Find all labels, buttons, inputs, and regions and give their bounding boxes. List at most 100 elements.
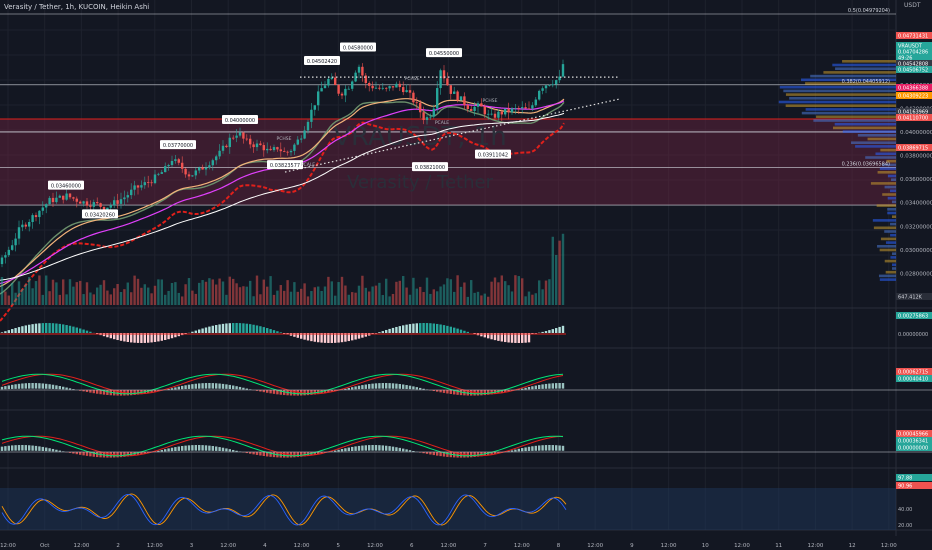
volume-profile-bar — [873, 226, 896, 230]
macd1-hist-bar — [330, 333, 333, 343]
volume-profile-bar — [880, 237, 896, 241]
volume-bar — [238, 287, 242, 305]
volume-bar — [7, 295, 10, 305]
macd2-hist-bar — [221, 383, 225, 389]
volume-bar — [493, 277, 497, 305]
time-tick-label: 5 — [337, 543, 341, 549]
macd1-hist-bar — [262, 327, 265, 333]
volume-bar — [167, 290, 170, 305]
candle-body — [429, 116, 432, 118]
macd1-hist-bar — [500, 333, 503, 342]
macd2-hist-bar — [487, 390, 490, 395]
candle-body — [510, 108, 514, 113]
macd3-hist-bar — [259, 452, 262, 456]
macd1-hist-bar — [102, 333, 106, 337]
macd1-hist-bar — [38, 323, 41, 333]
macd3-hist-bar — [361, 445, 364, 451]
macd3-hist-bar — [249, 452, 252, 454]
macd2-hist-bar — [191, 384, 194, 389]
price-annotation-label: 0.03823577 — [270, 163, 300, 169]
candle-body — [4, 255, 7, 258]
candle-body — [92, 202, 95, 207]
macd3-hist-bar — [517, 448, 520, 452]
macd1-hist-bar — [517, 333, 520, 343]
candle-body — [119, 199, 123, 204]
price-axis-tag-label: 0.04704286 — [898, 50, 928, 56]
price-tick-label: 0.03200000 — [900, 224, 932, 230]
volume-bar — [259, 294, 262, 305]
time-tick-label: 4 — [263, 543, 267, 549]
macd2-hist-bar — [82, 390, 85, 392]
candle-body — [228, 137, 231, 148]
candle-body — [303, 130, 306, 139]
volume-profile-bar — [801, 78, 896, 82]
volume-bar — [130, 292, 133, 305]
volume-bar — [283, 290, 286, 305]
candle-body — [249, 138, 252, 145]
candle-body — [75, 198, 78, 202]
volume-bar — [541, 289, 544, 305]
volume-bar — [317, 286, 320, 305]
macd3-hist-bar — [92, 452, 95, 457]
macd1-hist-bar — [21, 326, 24, 333]
volume-bar — [425, 277, 429, 305]
volume-bar — [0, 276, 4, 305]
price-tick-label: 0.03800000 — [900, 154, 932, 160]
candle-body — [259, 143, 262, 146]
macd3-hist-bar — [252, 452, 255, 455]
macd1-hist-bar — [334, 333, 337, 343]
macd3-hist-bar — [170, 447, 174, 452]
rsi-band — [0, 488, 896, 530]
volume-profile-bar — [785, 104, 896, 107]
candle-body — [555, 80, 558, 85]
pivot-label: PCALE — [301, 162, 315, 168]
macd3-hist-bar — [490, 452, 493, 455]
volume-bar — [279, 285, 282, 305]
macd1-hist-bar — [432, 323, 435, 333]
macd1-hist-bar — [354, 333, 357, 340]
macd1-hist-bar — [157, 333, 160, 342]
volume-bar — [266, 286, 269, 305]
macd1-hist-bar — [232, 323, 235, 333]
macd3-hist-bar — [527, 446, 531, 451]
macd2-hist-bar — [17, 383, 21, 389]
macd2-hist-bar — [119, 390, 123, 396]
macd3-hist-bar — [391, 446, 395, 451]
candle-body — [204, 167, 208, 170]
candle-body — [72, 197, 75, 199]
macd1-hist-bar — [293, 333, 296, 337]
macd2-hist-bar — [347, 387, 350, 390]
macd3-hist-bar — [89, 452, 92, 457]
price-axis-tag-label: 0.03869715 — [898, 146, 928, 152]
volume-bar — [245, 286, 248, 305]
macd3-hist-bar — [425, 452, 429, 454]
candle-body — [347, 88, 350, 90]
macd3-hist-bar — [432, 452, 435, 456]
macd3-hist-bar — [232, 449, 235, 452]
macd3-hist-bar — [140, 452, 143, 455]
candle-body — [378, 87, 381, 89]
candle-body — [198, 167, 201, 171]
macd1-hist-bar — [381, 331, 384, 333]
macd3-hist-bar — [123, 452, 126, 457]
macd2-hist-bar — [548, 383, 551, 389]
candle-body — [480, 103, 483, 107]
macd2-tag — [896, 375, 932, 382]
macd1-hist-bar — [140, 333, 143, 343]
volume-bar — [504, 281, 507, 305]
macd2-hist-bar — [211, 383, 214, 389]
volume-bar — [551, 236, 554, 305]
macd2-hist-bar — [208, 383, 211, 389]
macd1-hist-bar — [425, 323, 429, 333]
macd3-hist-bar — [456, 452, 459, 458]
macd2-hist-bar — [544, 383, 548, 389]
macd1-hist-bar — [408, 324, 412, 333]
macd3-hist-bar — [48, 448, 51, 452]
macd3-hist-bar — [201, 445, 204, 451]
macd1-hist-bar — [109, 333, 112, 339]
macd1-hist-bar — [337, 333, 340, 343]
candle-body — [89, 205, 92, 207]
volume-bar — [218, 278, 221, 305]
candle-body — [272, 147, 276, 151]
